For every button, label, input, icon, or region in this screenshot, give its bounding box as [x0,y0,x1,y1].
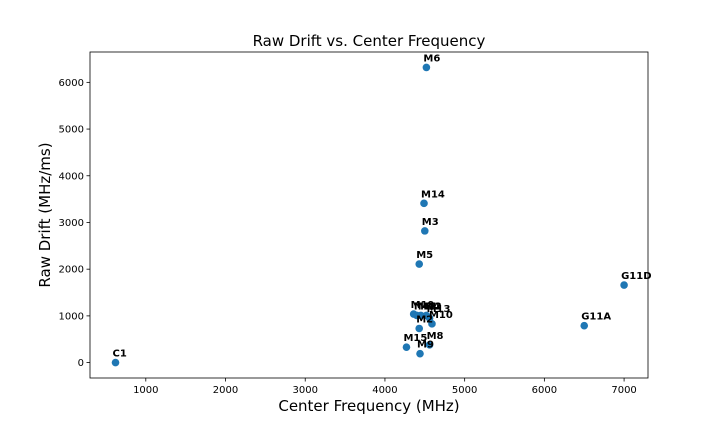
data-point-label: G11A [581,312,611,323]
data-point-label: M15 [403,333,427,344]
y-axis-label: Raw Drift (MHz/ms) [36,142,54,287]
y-tick-label: 3000 [59,218,84,229]
data-point [111,358,120,367]
x-tick-label: 3000 [293,385,318,396]
data-point [580,321,589,330]
data-point-label: M12 [418,301,442,312]
y-tick-label: 5000 [59,125,84,136]
data-point [422,311,431,320]
y-tick-label: 2000 [59,265,84,276]
data-point-label: M19 [411,300,435,311]
data-point-label: M9 [417,340,434,351]
plot-frame [89,51,649,379]
data-point [421,227,429,235]
x-tick-label: 6000 [532,385,557,396]
data-point [415,260,424,268]
data-point-label: M3 [422,217,439,228]
data-point-label: M10 [429,310,453,321]
data-point [402,343,411,351]
data-point [415,324,424,333]
data-point-label: M6 [423,53,440,64]
x-tick-label: 7000 [611,385,636,396]
y-tick-label: 1000 [59,311,84,322]
x-tick-label: 1000 [133,385,158,396]
data-point [409,310,418,318]
data-point [422,63,431,72]
x-axis-ticks: 1000 2000 3000 4000 5000 6000 7000 [133,378,637,396]
data-point-label: M4 [423,301,440,312]
data-point-label: M14 [421,189,445,200]
y-tick-label: 4000 [59,171,84,182]
x-tick-label: 2000 [213,385,238,396]
data-point [620,281,628,289]
data-point [416,349,424,358]
data-point-label: C1 [113,349,127,360]
y-tick-label: 6000 [59,78,84,89]
data-point-label: G11D [621,271,651,282]
chart-title: Raw Drift vs. Center Frequency [253,32,486,50]
points-layer [111,63,628,367]
data-point-label: M5 [416,250,433,261]
plot-area [90,52,648,378]
data-point [420,199,428,208]
y-axis-ticks: 0 1000 2000 3000 4000 5000 6000 [59,78,90,369]
y-tick-label: 0 [78,358,84,369]
x-tick-label: 5000 [452,385,477,396]
data-point-label: M11 [414,301,438,312]
x-axis-label: Center Frequency (MHz) [278,397,459,415]
data-point-label: M13 [427,304,451,315]
data-point-label: M2 [416,314,433,325]
data-point-label: M8 [427,331,444,342]
x-tick-label: 4000 [372,385,397,396]
data-point [425,341,434,349]
